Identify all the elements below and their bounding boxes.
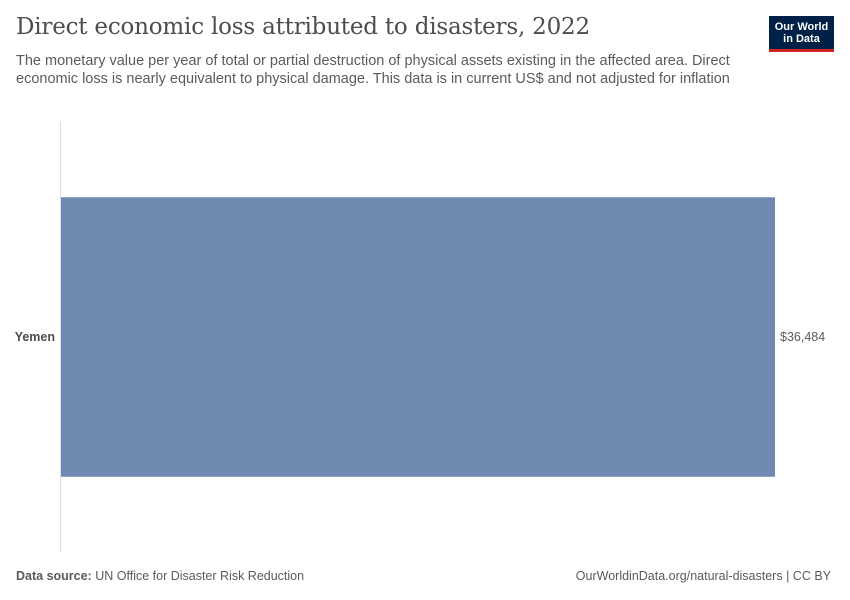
data-source-value[interactable]: UN Office for Disaster Risk Reduction (95, 569, 305, 583)
footer: Data source: UN Office for Disaster Risk… (16, 569, 831, 583)
bar-yemen (61, 197, 775, 477)
category-label: Yemen (15, 330, 55, 344)
chart-title: Direct economic loss attributed to disas… (16, 14, 590, 40)
logo-line-1: Our World (774, 20, 829, 33)
logo-line-2: in Data (783, 32, 820, 45)
value-label: $36,484 (780, 330, 825, 344)
owid-logo[interactable]: Our World in Data (769, 16, 834, 52)
data-source-label: Data source: (16, 569, 92, 583)
chart-subtitle: The monetary value per year of total or … (16, 53, 730, 87)
bar-chart: Yemen $36,484 (15, 122, 825, 552)
data-source: Data source: UN Office for Disaster Risk… (16, 569, 304, 583)
source-url[interactable]: OurWorldinData.org/natural-disasters | C… (575, 569, 831, 583)
